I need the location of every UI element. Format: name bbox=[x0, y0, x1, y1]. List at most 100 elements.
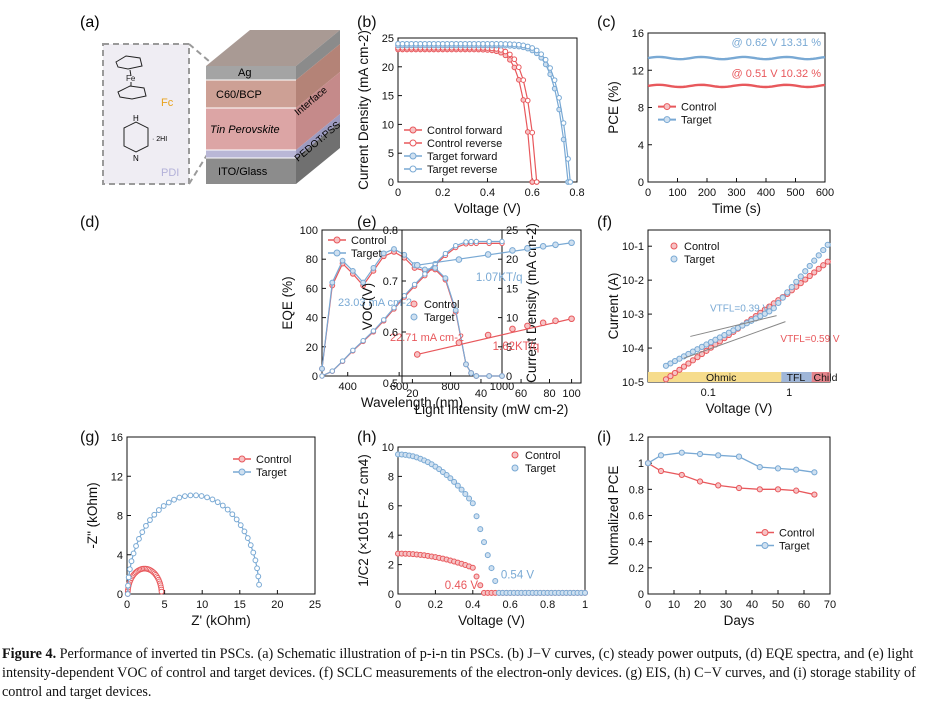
device-stack bbox=[206, 30, 340, 184]
y-tick-label: 8 bbox=[388, 471, 394, 483]
data-point bbox=[413, 351, 421, 358]
x-tick-label: 50 bbox=[772, 599, 784, 611]
pce-trace bbox=[647, 83, 826, 89]
data-point bbox=[408, 40, 415, 47]
data-point bbox=[458, 486, 465, 493]
x-axis-label: Light Intensity (mW cm-2) bbox=[415, 402, 569, 417]
y-tick-label: 10 bbox=[382, 442, 394, 454]
data-point bbox=[539, 319, 547, 327]
data-point bbox=[455, 339, 463, 347]
legend-marker bbox=[409, 152, 417, 160]
x-tick-label: 0.2 bbox=[435, 187, 450, 199]
data-point bbox=[524, 43, 531, 50]
legend-label: Target bbox=[256, 467, 287, 479]
data-point bbox=[455, 256, 463, 263]
y-axis-label: Current Density (mA cm-2) bbox=[356, 30, 371, 190]
data-point bbox=[176, 494, 183, 501]
data-point bbox=[824, 241, 831, 248]
data-point bbox=[411, 281, 418, 288]
y-tick-label: 1.2 bbox=[629, 432, 644, 444]
data-point bbox=[422, 271, 428, 277]
x-axis-label: Voltage (V) bbox=[458, 613, 525, 628]
legend-label: Target bbox=[351, 248, 382, 260]
data-point bbox=[165, 499, 172, 506]
data-point bbox=[451, 478, 458, 485]
legend-marker bbox=[511, 451, 519, 459]
data-point bbox=[484, 40, 491, 47]
data-point bbox=[815, 265, 822, 272]
voc-fit-line bbox=[417, 242, 572, 266]
y-tick-label: 0.7 bbox=[383, 276, 398, 288]
data-point bbox=[457, 40, 464, 47]
data-point bbox=[453, 40, 459, 47]
stability-curve bbox=[647, 462, 815, 496]
data-point bbox=[552, 241, 559, 249]
data-point bbox=[395, 40, 401, 47]
data-point bbox=[350, 347, 356, 354]
data-point bbox=[644, 460, 652, 467]
plot-frame bbox=[401, 229, 582, 384]
data-point bbox=[442, 250, 449, 257]
legend-marker bbox=[670, 255, 678, 263]
figure-4: (a) Fe Fc H N · 2HI PDI bbox=[80, 14, 840, 628]
data-point bbox=[568, 239, 575, 247]
data-point bbox=[516, 77, 522, 83]
y-tick-label: 16 bbox=[111, 432, 123, 444]
y-tick-label: 4 bbox=[117, 550, 123, 562]
data-point bbox=[462, 490, 469, 497]
data-point bbox=[124, 591, 131, 597]
data-point bbox=[413, 40, 419, 47]
data-point bbox=[671, 369, 679, 377]
region-label-child: Child bbox=[813, 372, 837, 384]
panel-label-i: (i) bbox=[597, 429, 611, 446]
data-point bbox=[247, 542, 254, 549]
data-point bbox=[657, 452, 665, 459]
data-point bbox=[756, 463, 763, 471]
data-point bbox=[678, 471, 685, 479]
caption-text: Performance of inverted tin PSCs. (a) Sc… bbox=[2, 646, 916, 700]
y-tick-label: 60 bbox=[306, 283, 318, 295]
data-point bbox=[806, 272, 813, 280]
data-point bbox=[756, 486, 763, 493]
annotation-target: 23.03 mA cm-2 bbox=[338, 297, 412, 309]
y-axis-label: Current (A) bbox=[606, 273, 621, 340]
data-point bbox=[360, 279, 367, 286]
data-point bbox=[139, 529, 146, 536]
legend-label: Target bbox=[424, 312, 455, 324]
data-point bbox=[520, 77, 527, 83]
x-tick-label: 600 bbox=[390, 381, 408, 393]
data-point bbox=[788, 283, 795, 291]
data-point bbox=[147, 517, 153, 523]
schematic-panel: (a) Fe Fc H N · 2HI PDI bbox=[80, 14, 343, 185]
y-tick-label: 20 bbox=[306, 342, 318, 354]
data-point bbox=[399, 40, 406, 47]
legend-label: Target bbox=[525, 463, 556, 475]
data-point bbox=[493, 41, 500, 47]
data-point bbox=[224, 506, 231, 513]
y2-tick-label: 20 bbox=[506, 254, 518, 266]
legend-label: Control reverse bbox=[427, 138, 502, 150]
fit-line-control bbox=[683, 321, 786, 359]
x-tick-label: 40 bbox=[746, 599, 758, 611]
data-point bbox=[254, 565, 260, 572]
data-point bbox=[657, 467, 665, 475]
y-axis-label: EQE (%) bbox=[280, 276, 295, 329]
y-tick-label: 0 bbox=[638, 177, 644, 189]
data-point bbox=[511, 64, 518, 71]
layer-perovskite: Tin Perovskite bbox=[210, 124, 280, 136]
legend-marker bbox=[761, 542, 769, 550]
x-tick-label: 1000 bbox=[490, 381, 514, 393]
legend-marker bbox=[238, 468, 246, 476]
data-point bbox=[489, 40, 495, 47]
data-point bbox=[426, 40, 433, 47]
panel-label-a: (a) bbox=[80, 14, 100, 31]
x-tick-label: 100 bbox=[668, 187, 686, 199]
fc-label: Fc bbox=[161, 97, 174, 109]
y-tick-label: 8 bbox=[117, 511, 123, 523]
x-tick-label: 0 bbox=[124, 599, 130, 611]
data-point bbox=[797, 273, 804, 280]
y-axis-label: -Z" (kOhm) bbox=[85, 482, 100, 548]
x-tick-label: 0 bbox=[395, 187, 401, 199]
data-point bbox=[417, 40, 424, 47]
